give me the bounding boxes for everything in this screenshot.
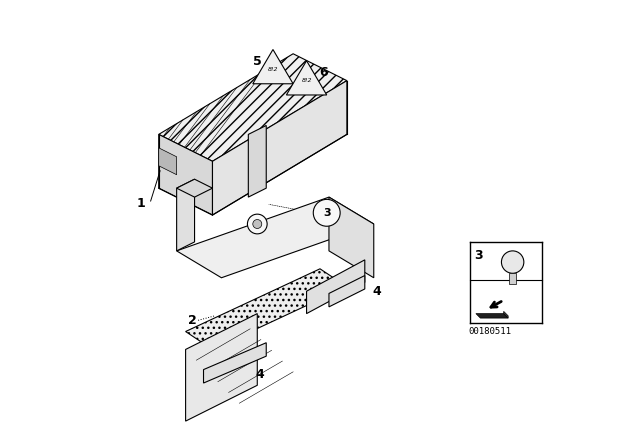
- Text: 8!2: 8!2: [301, 78, 312, 83]
- Text: 1: 1: [136, 197, 145, 211]
- Circle shape: [248, 214, 267, 234]
- Text: 2: 2: [188, 314, 196, 327]
- Polygon shape: [159, 134, 212, 215]
- Text: 6: 6: [319, 66, 328, 79]
- Polygon shape: [329, 276, 365, 307]
- Text: 4: 4: [372, 284, 381, 298]
- Polygon shape: [159, 148, 177, 175]
- Circle shape: [502, 251, 524, 273]
- Circle shape: [314, 199, 340, 226]
- Text: 3: 3: [475, 249, 483, 262]
- Polygon shape: [248, 125, 266, 197]
- Polygon shape: [177, 179, 195, 251]
- Text: 4: 4: [255, 367, 264, 381]
- Bar: [509, 273, 516, 284]
- Circle shape: [253, 220, 262, 228]
- Polygon shape: [177, 197, 374, 278]
- Polygon shape: [177, 179, 212, 197]
- Polygon shape: [186, 269, 347, 349]
- Polygon shape: [287, 61, 327, 95]
- Polygon shape: [307, 260, 365, 314]
- Polygon shape: [329, 197, 374, 278]
- Polygon shape: [212, 81, 347, 215]
- Text: 8!2: 8!2: [268, 67, 278, 72]
- Polygon shape: [204, 343, 266, 383]
- Text: 3: 3: [323, 208, 330, 218]
- Text: 00180511: 00180511: [468, 327, 512, 336]
- Polygon shape: [476, 314, 508, 318]
- Polygon shape: [186, 314, 257, 421]
- Polygon shape: [504, 311, 508, 318]
- Text: 5: 5: [253, 55, 262, 68]
- Polygon shape: [253, 50, 293, 84]
- Polygon shape: [159, 54, 347, 161]
